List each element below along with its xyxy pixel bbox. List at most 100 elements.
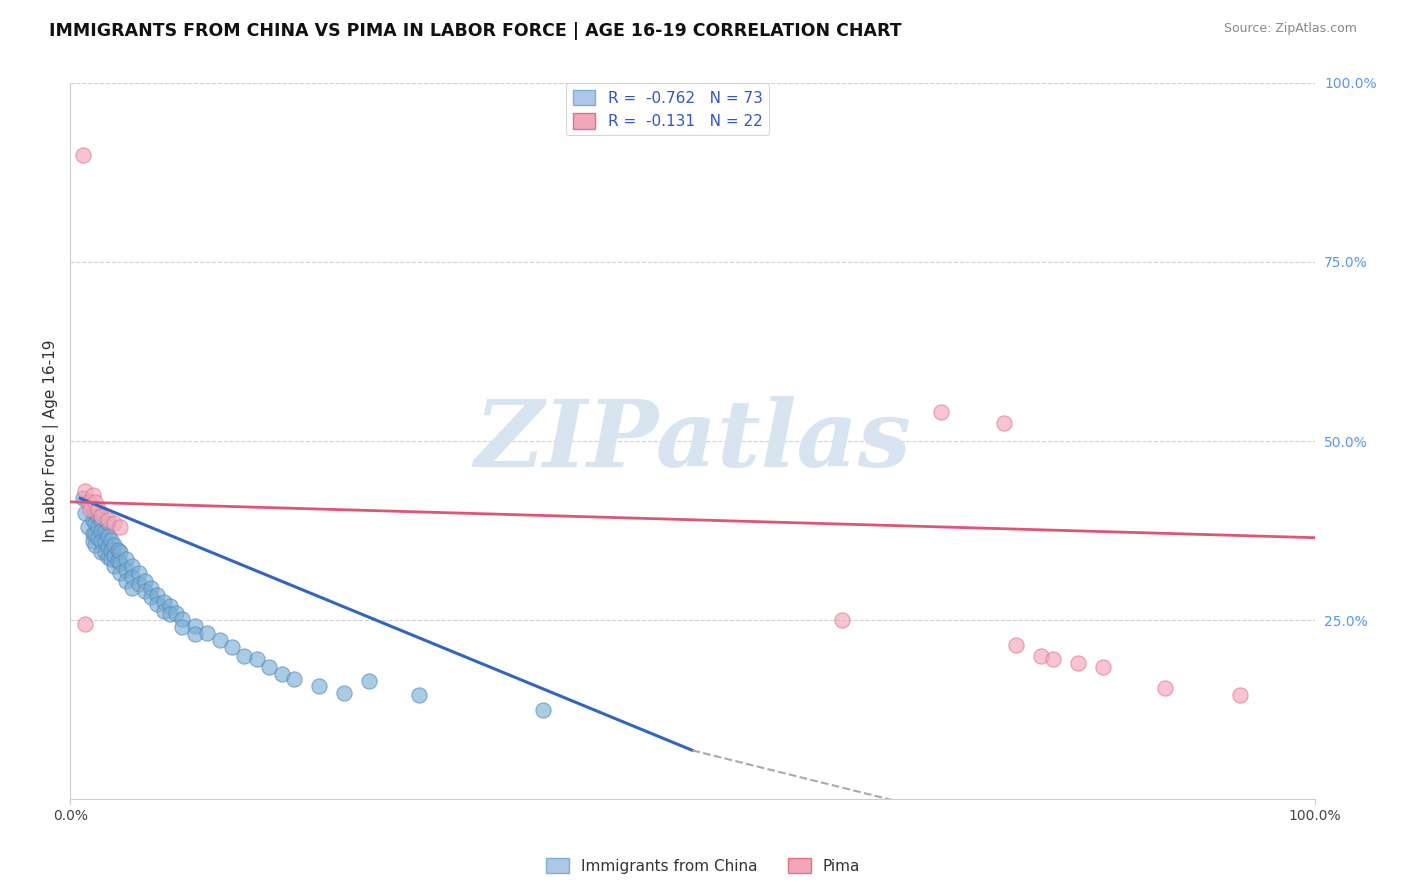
Point [100, 552, 122, 566]
Point [121, 570, 143, 584]
Point [159, 607, 181, 622]
Point [1005, 638, 1028, 652]
Point [183, 619, 205, 633]
Point [259, 659, 281, 673]
Point [90, 513, 112, 527]
Point [84, 527, 107, 541]
Point [103, 549, 125, 563]
Point [134, 584, 156, 599]
Point [75, 616, 97, 631]
Point [72, 147, 94, 161]
Point [531, 702, 554, 716]
Point [165, 606, 187, 620]
Text: IMMIGRANTS FROM CHINA VS PIMA IN LABOR FORCE | AGE 16-19 CORRELATION CHART: IMMIGRANTS FROM CHINA VS PIMA IN LABOR F… [49, 22, 901, 40]
Legend: R =  -0.762   N = 73, R =  -0.131   N = 22: R = -0.762 N = 73, R = -0.131 N = 22 [567, 84, 769, 136]
Point [94, 524, 117, 538]
Point [128, 566, 150, 581]
Point [86, 520, 108, 534]
Point [97, 528, 120, 542]
Point [86, 502, 108, 516]
Point [90, 509, 112, 524]
Point [90, 524, 112, 538]
Point [1067, 656, 1090, 670]
Point [308, 679, 330, 693]
Text: Source: ZipAtlas.com: Source: ZipAtlas.com [1223, 22, 1357, 36]
Point [75, 484, 97, 499]
Point [333, 686, 356, 700]
Point [107, 542, 129, 557]
Point [75, 506, 97, 520]
Point [90, 534, 112, 549]
Point [100, 542, 122, 557]
Point [246, 652, 269, 666]
Point [107, 554, 129, 568]
Point [134, 574, 156, 588]
Point [183, 627, 205, 641]
Point [84, 495, 107, 509]
Point [82, 513, 104, 527]
Text: ZIPatlas: ZIPatlas [474, 396, 911, 486]
Point [152, 595, 174, 609]
Point [270, 666, 292, 681]
Point [1154, 681, 1177, 695]
Point [76, 520, 98, 534]
Point [82, 502, 104, 516]
Point [79, 502, 101, 516]
Point [97, 549, 120, 564]
Point [159, 599, 181, 613]
Point [94, 534, 117, 549]
Point [103, 516, 125, 531]
Point [993, 416, 1015, 430]
Point [195, 626, 218, 640]
Point [108, 566, 131, 581]
Point [103, 538, 125, 552]
Point [139, 581, 162, 595]
Point [86, 531, 108, 545]
Point [82, 488, 104, 502]
Point [121, 559, 143, 574]
Legend: Immigrants from China, Pima: Immigrants from China, Pima [540, 852, 866, 880]
Point [139, 590, 162, 604]
Point [108, 520, 131, 534]
Point [97, 516, 120, 531]
Point [72, 491, 94, 506]
Point [233, 648, 256, 663]
Point [86, 509, 108, 524]
Point [929, 405, 952, 419]
Y-axis label: In Labor Force | Age 16-19: In Labor Force | Age 16-19 [44, 340, 59, 542]
Point [82, 527, 104, 541]
Point [1029, 648, 1052, 663]
Point [146, 597, 169, 611]
Point [115, 574, 138, 588]
Point [103, 559, 125, 574]
Point [1229, 688, 1251, 702]
Point [82, 534, 104, 549]
Point [108, 556, 131, 570]
Point [1092, 659, 1115, 673]
Point [208, 633, 231, 648]
Point [90, 545, 112, 559]
Point [128, 577, 150, 591]
Point [172, 611, 194, 625]
Point [84, 516, 107, 531]
Point [84, 506, 107, 520]
Point [115, 552, 138, 566]
Point [172, 620, 194, 634]
Point [84, 538, 107, 552]
Point [283, 672, 305, 686]
Point [76, 495, 98, 509]
Point [357, 673, 380, 688]
Point [97, 513, 120, 527]
Point [152, 604, 174, 618]
Point [108, 545, 131, 559]
Point [94, 545, 117, 559]
Point [408, 688, 430, 702]
Point [100, 533, 122, 547]
Point [97, 540, 120, 554]
Point [221, 640, 243, 655]
Point [77, 495, 100, 509]
Point [831, 613, 853, 627]
Point [146, 588, 169, 602]
Point [115, 563, 138, 577]
Point [1042, 652, 1064, 666]
